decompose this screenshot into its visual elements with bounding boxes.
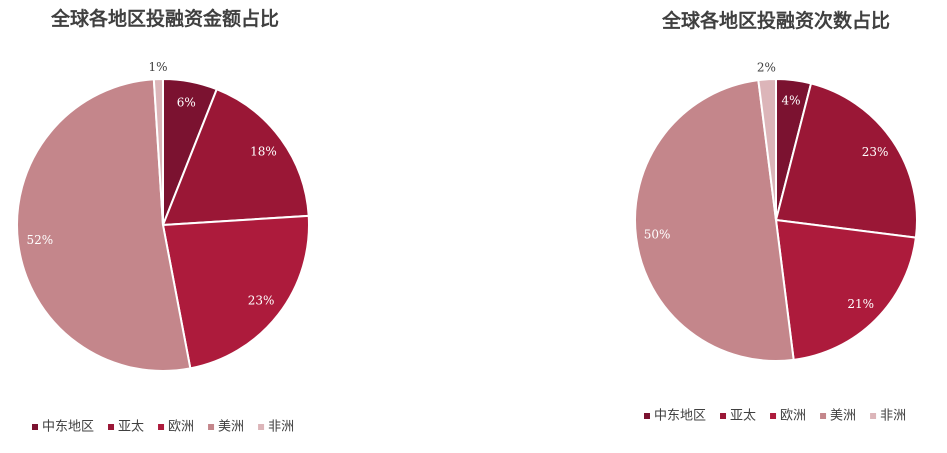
pie-slice [634, 78, 795, 362]
pie-slice [757, 77, 777, 221]
chart-title: 全球各地区投融资金额占比 [50, 7, 279, 30]
pie-slice [16, 78, 192, 372]
legend-swatch [32, 424, 38, 430]
data-label: 21% [847, 297, 874, 311]
legend-swatch [820, 413, 827, 419]
legend-swatch [158, 424, 165, 430]
data-label: 4% [781, 94, 800, 108]
pie-slice [774, 218, 918, 362]
legend-label: 中东地区 [42, 420, 94, 435]
legend-label: 非洲 [268, 420, 294, 435]
legend-swatch [644, 413, 650, 419]
chart-title: 全球各地区投融资次数占比 [661, 9, 890, 32]
pie-slice [774, 82, 918, 239]
data-label: 52% [27, 233, 54, 247]
data-label: 6% [177, 96, 196, 110]
legend-swatch [208, 424, 215, 430]
legend-label: 欧洲 [168, 420, 194, 435]
legend-label: 中东地区 [654, 409, 706, 424]
data-label: 50% [644, 228, 671, 242]
pie-slice [161, 87, 310, 227]
data-label: 18% [250, 145, 277, 159]
legend-label: 非洲 [880, 409, 906, 424]
pie-slice [152, 77, 164, 226]
legend-swatch [770, 413, 777, 419]
legend-swatch [258, 424, 265, 430]
data-label: 23% [248, 294, 275, 308]
legend-swatch [720, 413, 727, 419]
data-label: 23% [862, 145, 889, 159]
data-label: 1% [149, 60, 168, 74]
legend-swatch [870, 413, 877, 419]
legend-label: 美洲 [218, 420, 244, 435]
legend-label: 亚太 [118, 420, 144, 435]
legend-label: 美洲 [830, 409, 856, 424]
pie-slice [161, 214, 310, 370]
legend-label: 亚太 [730, 409, 756, 424]
legend-swatch [108, 424, 115, 430]
legend-label: 欧洲 [780, 409, 806, 424]
data-label: 2% [757, 61, 776, 75]
